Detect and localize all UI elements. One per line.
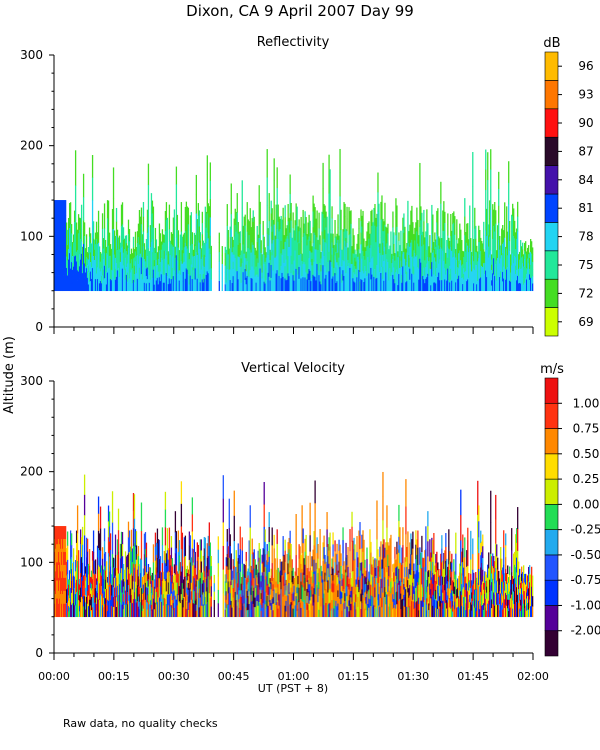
echo-field	[54, 148, 534, 292]
y-axis-label: Altitude (m)	[2, 336, 17, 414]
x-tick-label: 00:30	[158, 670, 190, 683]
x-axis-label: UT (PST + 8)	[258, 682, 328, 695]
colorbar-swatch	[544, 478, 559, 505]
reflectivity-panel: Reflectivity 0 100 200 300 dB 69 72 75 78 81 84 8…	[20, 35, 594, 337]
x-tick-label: 00:45	[218, 670, 250, 683]
colorbar-swatch	[544, 428, 559, 455]
colorbar-swatch	[544, 307, 559, 337]
colorbar-label: 0.75	[573, 422, 600, 436]
colorbar-swatch	[544, 529, 559, 556]
colorbar-label: -2.00	[570, 624, 600, 638]
colorbar-label: 93	[578, 88, 593, 102]
colorbar-swatch	[544, 222, 559, 252]
velocity-axes: 0 100 200 300 00:00 00:15 00:30 00:45 01:00 01:15…	[20, 374, 549, 683]
x-tick-label: 00:00	[38, 670, 70, 683]
colorbar-label: 75	[578, 258, 593, 272]
y-tick-label: 200	[20, 139, 43, 153]
velocity-plot-area	[54, 471, 534, 618]
colorbar-label: -0.75	[570, 573, 600, 587]
colorbar-swatch	[544, 579, 559, 606]
colorbar-label: 0.50	[573, 447, 600, 461]
colorbar-swatch	[544, 554, 559, 581]
colorbar-swatch	[544, 165, 559, 195]
y-tick-label: 100	[20, 229, 43, 243]
colorbar-label: -0.50	[570, 548, 600, 562]
colorbar-label: 0.00	[573, 497, 600, 511]
echo-field	[54, 471, 534, 618]
colorbar-label: 1.00	[573, 396, 600, 410]
y-tick-label: 0	[35, 320, 43, 334]
colorbar-swatch	[544, 193, 559, 223]
colorbar-label: 87	[578, 144, 593, 158]
colorbar-label: 90	[578, 116, 593, 130]
colorbar-swatch	[544, 136, 559, 166]
colorbar-swatch	[544, 504, 559, 530]
x-tick-label: 01:30	[397, 670, 429, 683]
colorbar-label: -1.00	[570, 598, 600, 612]
colorbar-swatch	[544, 80, 559, 110]
colorbar-swatch	[544, 453, 559, 480]
colorbar-swatch	[544, 51, 559, 81]
colorbar-label: 78	[578, 230, 593, 244]
footer-note: Raw data, no quality checks	[63, 717, 218, 730]
colorbar-label: 0.25	[573, 472, 600, 486]
x-tick-label: 01:15	[338, 670, 370, 683]
colorbar-swatch	[544, 250, 559, 280]
reflectivity-axes: 0 100 200 300	[20, 48, 534, 334]
y-tick-label: 300	[20, 48, 43, 62]
y-tick-label: 0	[35, 646, 43, 660]
velocity-panel: Vertical Velocity 0 100 200 300 00:00 00:15 00…	[20, 361, 600, 695]
colorbar-swatch	[544, 630, 559, 657]
y-tick-label: 300	[20, 374, 43, 388]
reflectivity-unit: dB	[543, 36, 560, 51]
x-tick-label: 01:45	[457, 670, 489, 683]
colorbar-label: 81	[578, 201, 593, 215]
colorbar-swatch	[544, 278, 559, 308]
colorbar-label: 72	[578, 286, 593, 300]
figure-title: Dixon, CA 9 April 2007 Day 99	[186, 2, 414, 20]
colorbar-swatch	[544, 108, 559, 138]
colorbar-label: 96	[578, 59, 593, 73]
x-tick-label: 02:00	[517, 670, 549, 683]
velocity-title: Vertical Velocity	[241, 361, 345, 376]
colorbar-swatch	[544, 605, 559, 632]
reflectivity-plot-area	[54, 148, 534, 292]
colorbar-label: 69	[578, 315, 593, 329]
x-tick-label: 01:00	[278, 670, 310, 683]
y-tick-label: 100	[20, 555, 43, 569]
x-tick-label: 00:15	[98, 670, 130, 683]
reflectivity-title: Reflectivity	[257, 35, 330, 50]
velocity-unit: m/s	[540, 362, 564, 377]
colorbar-swatch	[544, 402, 559, 429]
velocity-colorbar: -2.00 -1.00 -0.75 -0.50 -0.25 0.00 0.25 0.50 0.7…	[544, 377, 600, 657]
colorbar-label: -0.25	[570, 523, 600, 537]
y-tick-label: 200	[20, 465, 43, 479]
colorbar-swatch	[544, 377, 559, 404]
reflectivity-colorbar: 69 72 75 78 81 84 87 90 93 96	[544, 51, 594, 337]
colorbar-label: 84	[578, 173, 593, 187]
